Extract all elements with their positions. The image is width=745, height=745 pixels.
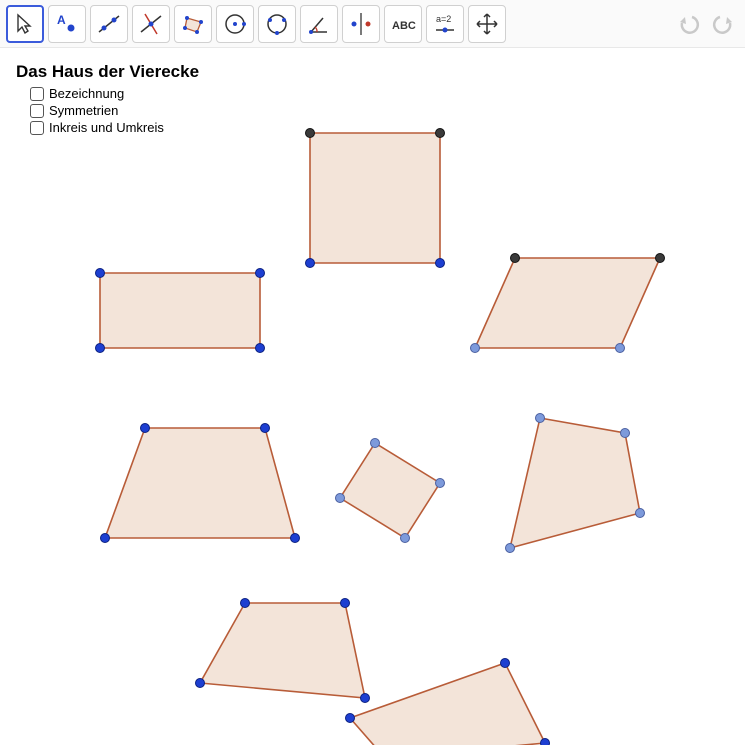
irregular-quad-1-vertex xyxy=(241,599,250,608)
kite-vertex xyxy=(536,414,545,423)
parallelogram-vertex xyxy=(656,254,665,263)
kite-vertex xyxy=(621,429,630,438)
perpendicular-tool[interactable] xyxy=(132,5,170,43)
line-tool[interactable] xyxy=(90,5,128,43)
irregular-quad-2 xyxy=(350,663,545,745)
rhombus-vertex xyxy=(371,439,380,448)
irregular-quad-2-vertex xyxy=(541,739,550,745)
point-tool[interactable]: A xyxy=(48,5,86,43)
svg-text:a=2: a=2 xyxy=(436,14,451,24)
parallelogram-vertex xyxy=(616,344,625,353)
kite xyxy=(510,418,640,548)
toolbar: A ABC a=2 xyxy=(0,0,745,48)
rectangle-vertex xyxy=(256,344,265,353)
rectangle-vertex xyxy=(256,269,265,278)
move-tool[interactable] xyxy=(6,5,44,43)
move-view-tool[interactable] xyxy=(468,5,506,43)
square-vertex xyxy=(436,259,445,268)
parallelogram xyxy=(475,258,660,348)
irregular-quad-1-vertex xyxy=(341,599,350,608)
checkbox-label: Inkreis und Umkreis xyxy=(49,120,164,135)
trapezoid-vertex xyxy=(101,534,110,543)
rectangle-vertex xyxy=(96,344,105,353)
svg-text:A: A xyxy=(57,13,66,27)
redo-button[interactable] xyxy=(707,8,739,40)
kite-vertex xyxy=(636,509,645,518)
checkbox-label: Symmetrien xyxy=(49,103,118,118)
rectangle xyxy=(100,273,260,348)
undo-button[interactable] xyxy=(673,8,705,40)
circle-center-tool[interactable] xyxy=(216,5,254,43)
irregular-quad-2-vertex xyxy=(501,659,510,668)
checkbox-label: Bezeichnung xyxy=(49,86,124,101)
kite-vertex xyxy=(506,544,515,553)
irregular-quad-1-vertex xyxy=(361,694,370,703)
angle-tool[interactable] xyxy=(300,5,338,43)
checkbox-box xyxy=(30,121,44,135)
irregular-quad-2-vertex xyxy=(346,714,355,723)
checkbox-box xyxy=(30,87,44,101)
irregular-quad-1-vertex xyxy=(196,679,205,688)
rhombus-vertex xyxy=(436,479,445,488)
page-title: Das Haus der Vierecke xyxy=(16,62,729,82)
rectangle-vertex xyxy=(96,269,105,278)
rhombus xyxy=(340,443,440,538)
trapezoid-vertex xyxy=(261,424,270,433)
irregular-quad-1 xyxy=(200,603,365,698)
geometry-canvas xyxy=(0,48,745,745)
trapezoid-vertex xyxy=(291,534,300,543)
trapezoid-vertex xyxy=(141,424,150,433)
square-vertex xyxy=(306,259,315,268)
checkbox-box xyxy=(30,104,44,118)
text-tool[interactable]: ABC xyxy=(384,5,422,43)
square xyxy=(310,133,440,263)
checkbox-symmetrien[interactable]: Symmetrien xyxy=(30,103,729,118)
checkbox-inkreis-umkreis[interactable]: Inkreis und Umkreis xyxy=(30,120,729,135)
slider-tool[interactable]: a=2 xyxy=(426,5,464,43)
parallelogram-vertex xyxy=(511,254,520,263)
parallelogram-vertex xyxy=(471,344,480,353)
undo-redo-group xyxy=(673,8,739,40)
checkbox-bezeichnung[interactable]: Bezeichnung xyxy=(30,86,729,101)
reflect-tool[interactable] xyxy=(342,5,380,43)
polygon-tool[interactable] xyxy=(174,5,212,43)
circle-3points-tool[interactable] xyxy=(258,5,296,43)
rhombus-vertex xyxy=(401,534,410,543)
trapezoid xyxy=(105,428,295,538)
content-area: Das Haus der Vierecke Bezeichnung Symmet… xyxy=(0,48,745,145)
svg-text:ABC: ABC xyxy=(392,20,416,32)
rhombus-vertex xyxy=(336,494,345,503)
